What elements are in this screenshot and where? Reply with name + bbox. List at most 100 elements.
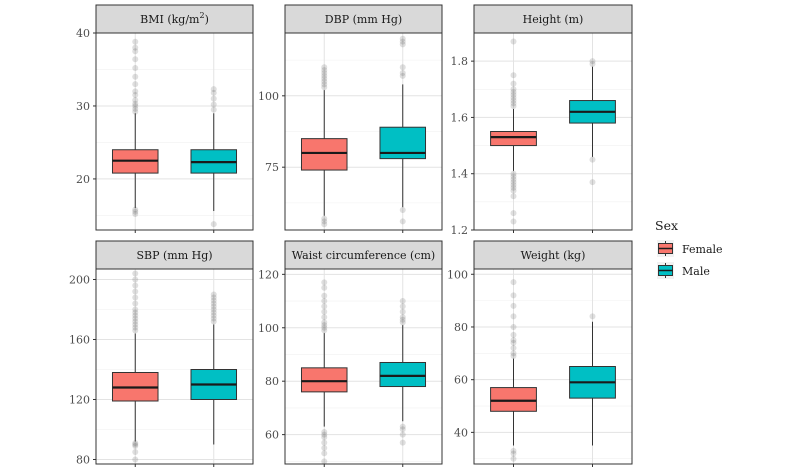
outlier-point (210, 300, 217, 307)
outlier-point (321, 439, 328, 446)
y-tick-label: 60 (265, 429, 279, 442)
outlier-point (510, 279, 517, 286)
outlier-point (399, 423, 406, 430)
outlier-point (321, 434, 328, 441)
outlier-point (210, 297, 217, 304)
outlier-point (132, 108, 139, 115)
outlier-point (132, 88, 139, 95)
outlier-point (510, 184, 517, 191)
outlier-point (210, 101, 217, 108)
facet-title: SBP (mm Hg) (136, 249, 212, 262)
outlier-point (510, 179, 517, 186)
outlier-point (132, 102, 139, 109)
outlier-point (510, 86, 517, 93)
outlier-point (132, 92, 139, 99)
outlier-point (321, 319, 328, 326)
facet-strip (95, 4, 254, 34)
facet-title: BMI (kg/m2) (140, 11, 209, 26)
outlier-point (321, 324, 328, 331)
outlier-point (510, 292, 517, 299)
panel-border (284, 268, 443, 465)
outlier-point (510, 313, 517, 320)
box-female (111, 38, 159, 217)
outlier-point (132, 288, 139, 295)
outlier-point (399, 218, 406, 225)
outlier-point (510, 170, 517, 177)
y-tick-label: 20 (76, 173, 90, 186)
outlier-point (321, 458, 328, 465)
outlier-point (510, 447, 517, 454)
box-male (190, 291, 238, 445)
y-tick-label: 200 (69, 274, 90, 287)
box-iqr (300, 367, 348, 393)
outlier-point (510, 38, 517, 45)
y-tick-label: 60 (454, 374, 468, 387)
outlier-point (132, 306, 139, 313)
outlier-point (321, 75, 328, 82)
outlier-point (210, 86, 217, 93)
box-male (379, 35, 427, 225)
outlier-point (132, 73, 139, 80)
outlier-point (210, 306, 217, 313)
outlier-point (510, 91, 517, 98)
outlier-point (132, 44, 139, 51)
legend-key-female (657, 240, 674, 257)
outlier-point (210, 318, 217, 325)
outlier-point (132, 443, 139, 449)
outlier-point (210, 291, 217, 298)
outlier-point (321, 431, 328, 438)
box-female (490, 279, 537, 462)
outlier-point (510, 339, 517, 346)
outlier-point (321, 215, 328, 222)
panel-border (473, 32, 633, 231)
panel-4: SBP (mm Hg) 80 120 160 200 (69, 240, 254, 467)
box-male (190, 86, 238, 228)
outlier-point (510, 103, 517, 110)
outlier-point (132, 65, 139, 72)
outlier-point (321, 84, 328, 91)
facet-strip (95, 240, 254, 270)
outlier-point (210, 303, 217, 310)
box-male (379, 298, 427, 446)
outlier-point (132, 449, 139, 455)
outlier-point (510, 350, 517, 357)
y-tick-label: 40 (76, 27, 90, 40)
outlier-point (399, 439, 406, 446)
outlier-point (132, 208, 139, 215)
outlier-point (399, 38, 406, 45)
outlier-point (510, 193, 517, 200)
outlier-point (321, 221, 328, 228)
box-female (490, 38, 537, 225)
outlier-point (510, 72, 517, 79)
outlier-point (132, 210, 139, 217)
outlier-point (321, 67, 328, 74)
outlier-point (210, 89, 217, 96)
facet-strip (284, 4, 443, 34)
outlier-point (210, 312, 217, 319)
outlier-point (510, 97, 517, 104)
outlier-point (132, 324, 139, 331)
y-tick-label: 100 (447, 268, 468, 281)
outlier-point (589, 313, 596, 320)
outlier-point (321, 81, 328, 88)
outlier-point (510, 181, 517, 188)
outlier-point (132, 97, 139, 104)
panel-border (95, 32, 254, 231)
outlier-point (510, 345, 517, 352)
outlier-point (132, 456, 139, 463)
outlier-point (399, 426, 406, 433)
outlier-point (321, 279, 328, 286)
outlier-point (399, 314, 406, 321)
y-tick-label: 1.2 (451, 224, 469, 237)
box-female (111, 270, 159, 463)
outlier-point (510, 89, 517, 96)
legend: Sex Female Male (655, 218, 723, 279)
outlier-point (321, 218, 328, 225)
outlier-point (399, 303, 406, 310)
panel-5: Waist circumference (cm) 60 80 100 120 (258, 240, 443, 467)
outlier-point (321, 78, 328, 85)
box-female (300, 64, 348, 228)
outlier-point (321, 450, 328, 457)
panel-2: DBP (mm Hg) 75 100 (258, 4, 443, 233)
outlier-point (510, 187, 517, 194)
